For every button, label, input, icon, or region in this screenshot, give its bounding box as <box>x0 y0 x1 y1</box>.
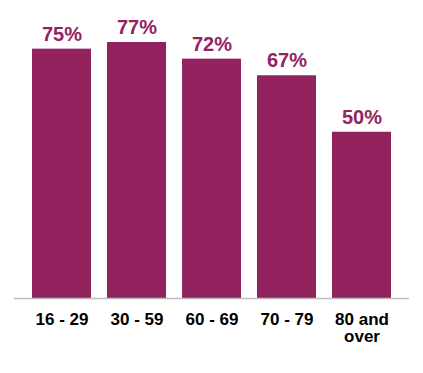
svg-text:16 - 29: 16 - 29 <box>36 310 89 329</box>
svg-text:70 - 79: 70 - 79 <box>261 310 314 329</box>
svg-text:75%: 75% <box>42 23 82 45</box>
svg-text:67%: 67% <box>267 49 307 71</box>
svg-text:50%: 50% <box>342 106 382 128</box>
svg-text:80 andover: 80 andover <box>335 310 389 346</box>
svg-text:30 - 59: 30 - 59 <box>111 310 164 329</box>
svg-text:72%: 72% <box>192 33 232 55</box>
svg-text:60 - 69: 60 - 69 <box>186 310 239 329</box>
svg-text:77%: 77% <box>117 16 157 38</box>
